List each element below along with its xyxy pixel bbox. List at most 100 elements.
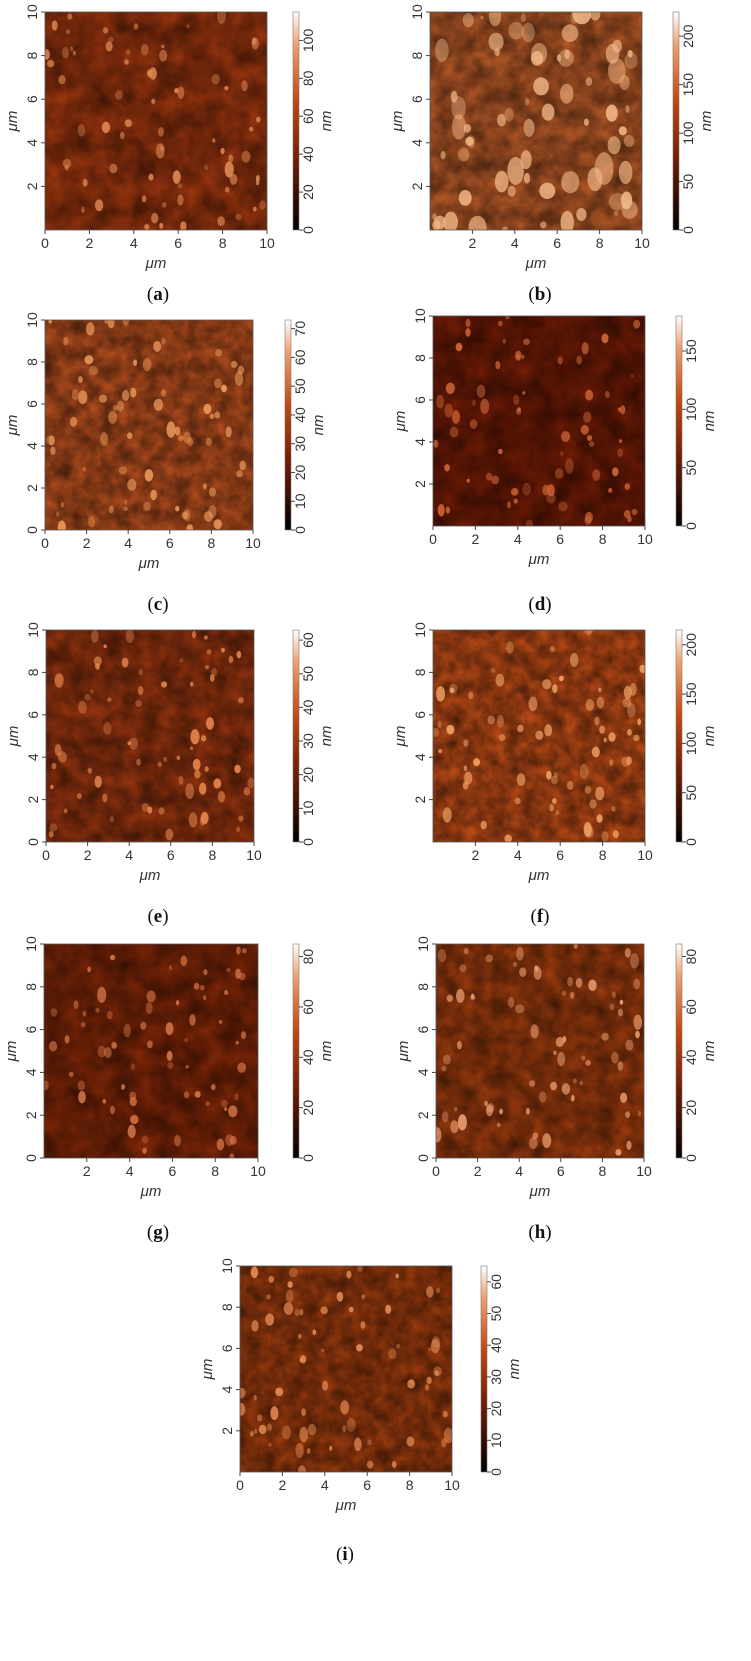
surface-grain <box>216 1138 225 1151</box>
y-tick-label: 10 <box>24 4 40 20</box>
surface-grain <box>250 1430 254 1437</box>
surface-grain <box>586 435 593 441</box>
surface-grain <box>575 977 583 988</box>
surface-grain <box>622 697 632 708</box>
surface-grain <box>184 1038 188 1042</box>
surface-grain <box>585 1060 591 1066</box>
surface-grain <box>97 1045 106 1058</box>
surface-grain <box>556 54 562 62</box>
surface-grain <box>102 1098 107 1104</box>
y-axis-unit: μm <box>3 1041 20 1063</box>
surface-grain <box>530 1024 539 1039</box>
y-axis-unit: μm <box>5 726 22 748</box>
surface-grain <box>495 360 501 370</box>
surface-grain <box>449 426 459 438</box>
surface-grain <box>161 681 168 688</box>
surface-grain <box>168 965 172 970</box>
colorbar-tick-label: 60 <box>488 1274 504 1290</box>
x-tick-label: 10 <box>245 535 261 551</box>
surface-grain <box>598 687 602 693</box>
surface-grain <box>627 515 632 523</box>
surface-grain <box>601 333 609 344</box>
surface-grain <box>451 96 466 120</box>
surface-grain <box>221 648 225 653</box>
surface-grain <box>157 761 162 767</box>
x-axis-unit: μm <box>139 867 161 884</box>
surface-grain <box>110 954 116 961</box>
colorbar-tick-label: 50 <box>488 1306 504 1322</box>
surface-grain <box>138 668 143 676</box>
surface-grain <box>87 966 91 973</box>
colorbar-tick-label: 20 <box>300 1100 316 1116</box>
surface-grain <box>64 808 68 814</box>
surface-grain <box>176 755 180 761</box>
surface-grain <box>611 1051 619 1064</box>
surface-grain <box>579 1080 584 1086</box>
surface-grain <box>81 206 85 213</box>
surface-grain <box>516 773 526 786</box>
surface-grain <box>301 1408 307 1416</box>
y-tick-label: 10 <box>219 1258 235 1274</box>
x-tick-label: 0 <box>429 531 437 547</box>
surface-grain <box>360 1321 366 1329</box>
surface-grain <box>199 782 207 795</box>
surface-grain <box>592 469 601 481</box>
surface-grain <box>435 1287 441 1294</box>
surface-grain <box>148 173 154 181</box>
x-tick-label: 6 <box>557 1163 565 1179</box>
surface-grain <box>258 1424 267 1435</box>
y-tick-label: 6 <box>412 396 428 404</box>
surface-grain <box>541 103 555 121</box>
surface-grain <box>494 170 509 193</box>
surface-grain <box>465 318 471 328</box>
surface-grain <box>635 1030 640 1039</box>
surface-grain <box>62 158 72 169</box>
surface-grain <box>299 1426 309 1443</box>
surface-grain <box>234 371 244 386</box>
colorbar-unit: nm <box>318 1041 335 1062</box>
surface-grain <box>203 995 207 1001</box>
surface-grain <box>177 194 184 206</box>
surface-grain <box>85 322 95 336</box>
colorbar-tick-label: 100 <box>683 397 699 421</box>
surface-grain <box>329 1445 333 1451</box>
surface-grain <box>228 1105 238 1118</box>
colorbar-tick-label: 50 <box>292 378 308 394</box>
surface-grain <box>112 405 119 411</box>
panel-caption: (i) <box>336 1544 354 1565</box>
surface-grain <box>240 1387 246 1399</box>
y-tick-label: 10 <box>409 4 425 20</box>
surface-grain <box>239 460 246 471</box>
surface-grain <box>77 124 86 137</box>
x-tick-label: 10 <box>444 1477 460 1493</box>
surface-grain <box>458 190 472 206</box>
height-color-bar <box>675 943 683 1159</box>
surface-grain <box>298 1334 302 1339</box>
surface-grain <box>588 979 597 991</box>
surface-grain <box>619 74 630 91</box>
surface-grain <box>494 48 500 57</box>
surface-grain <box>553 1050 557 1056</box>
surface-grain <box>507 996 515 1008</box>
colorbar-tick-label: 40 <box>300 146 316 162</box>
surface-grain <box>84 355 94 365</box>
surface-grain <box>217 216 225 227</box>
surface-grain <box>268 1275 275 1283</box>
surface-grain <box>354 1437 362 1452</box>
surface-grain <box>235 213 242 221</box>
surface-grain <box>322 1380 328 1391</box>
surface-grain <box>542 679 552 690</box>
y-axis-unit: μm <box>392 726 409 748</box>
panel-e: 0 2 4 6 8 10 μm 0 2 4 6 8 10 μm 0 10 20 30 40 50 60 nm (e) <box>5 622 335 927</box>
colorbar-tick-label: 40 <box>488 1337 504 1353</box>
surface-grain <box>580 424 589 435</box>
surface-grain <box>226 967 231 973</box>
surface-grain <box>44 1080 49 1091</box>
surface-grain <box>251 37 257 45</box>
surface-grain <box>626 702 636 718</box>
colorbar-unit: nm <box>701 1041 718 1062</box>
surface-grain <box>110 1105 115 1115</box>
height-color-bar <box>284 319 292 531</box>
surface-grain <box>89 689 94 694</box>
surface-grain <box>320 1306 328 1315</box>
